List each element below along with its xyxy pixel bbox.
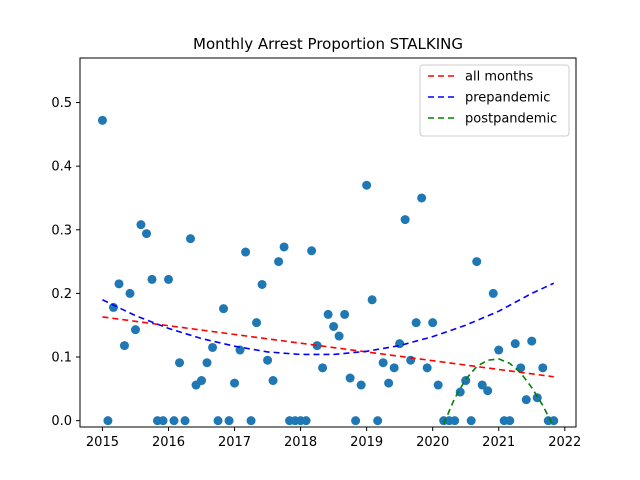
y-tick-label: 0.1 <box>51 351 72 366</box>
data-point <box>114 279 124 289</box>
data-point <box>411 318 421 328</box>
legend-label: all months <box>465 70 534 85</box>
y-tick-label: 0.5 <box>51 96 72 111</box>
plot-frame <box>79 57 577 428</box>
legend-box <box>419 64 570 137</box>
data-point <box>130 325 140 335</box>
data-point <box>527 336 537 346</box>
data-point <box>538 363 548 373</box>
data-point <box>318 363 328 373</box>
data-point <box>378 358 388 368</box>
data-point <box>367 295 377 305</box>
x-tick-label: 2018 <box>284 435 317 450</box>
data-point <box>136 220 146 230</box>
data-point <box>119 341 129 351</box>
data-point <box>389 363 399 373</box>
data-point <box>241 247 251 257</box>
y-tick-label: 0.2 <box>51 287 72 302</box>
data-point <box>422 363 432 373</box>
data-point <box>180 416 190 426</box>
data-point <box>202 358 212 368</box>
y-tick-label: 0.3 <box>51 223 72 238</box>
legend-label: prepandemic <box>465 91 550 106</box>
trend-line-2 <box>442 358 555 427</box>
data-point <box>483 386 493 396</box>
legend-label: postpandemic <box>465 112 557 127</box>
y-axis: 0.0 0.1 0.2 0.3 0.4 0.5 <box>51 96 80 429</box>
data-point <box>510 339 520 349</box>
x-axis: 2015 2016 2017 2018 2019 2020 2021 2022 <box>86 427 581 450</box>
data-point <box>340 309 350 319</box>
x-tick-label: 2019 <box>350 435 383 450</box>
data-point <box>263 355 273 365</box>
data-point <box>197 376 207 386</box>
data-point <box>488 288 498 298</box>
legend: all months prepandemic postpandemic <box>419 64 570 137</box>
data-point <box>505 416 515 426</box>
data-point <box>417 193 427 203</box>
data-point <box>356 380 366 390</box>
data-point <box>224 416 234 426</box>
data-point <box>373 416 383 426</box>
data-point <box>213 416 223 426</box>
data-point <box>142 229 152 239</box>
data-point <box>312 341 322 351</box>
data-point <box>235 345 245 355</box>
data-point <box>175 358 185 368</box>
x-tick-label: 2017 <box>218 435 251 450</box>
data-point <box>252 318 262 328</box>
data-point <box>450 416 460 426</box>
data-point <box>246 416 256 426</box>
data-point <box>455 387 465 397</box>
data-point <box>351 416 361 426</box>
data-point <box>384 378 394 388</box>
data-point <box>185 234 195 244</box>
data-point <box>428 318 438 328</box>
data-point <box>532 393 542 403</box>
data-point <box>521 395 531 405</box>
y-tick-label: 0.0 <box>51 414 72 429</box>
data-point <box>323 309 333 319</box>
x-tick-label: 2022 <box>548 435 581 450</box>
x-tick-label: 2015 <box>86 435 119 450</box>
x-tick-label: 2021 <box>482 435 515 450</box>
data-point <box>345 373 355 383</box>
data-point <box>125 288 135 298</box>
data-point <box>108 302 118 312</box>
data-point <box>274 257 284 267</box>
data-point <box>307 246 317 256</box>
data-point <box>433 380 443 390</box>
data-point <box>164 274 174 284</box>
data-point <box>169 416 179 426</box>
x-tick-label: 2020 <box>416 435 449 450</box>
data-point <box>158 416 168 426</box>
x-tick-label: 2016 <box>152 435 185 450</box>
data-point <box>400 215 410 225</box>
data-point <box>257 279 267 289</box>
chart-title: Monthly Arrest Proportion STALKING <box>193 35 463 53</box>
data-point <box>279 242 289 252</box>
data-point <box>334 331 344 341</box>
trend-line-1 <box>102 282 555 356</box>
data-point <box>97 115 107 125</box>
data-point <box>147 274 157 284</box>
data-point <box>301 416 311 426</box>
data-point <box>103 416 113 426</box>
data-point <box>219 304 229 314</box>
trend-line-0 <box>102 316 554 378</box>
data-point <box>230 378 240 388</box>
data-point <box>466 416 476 426</box>
data-point <box>208 342 218 352</box>
data-point <box>329 321 339 331</box>
data-point <box>268 376 278 386</box>
data-point <box>494 345 504 355</box>
y-tick-label: 0.4 <box>51 160 72 175</box>
data-point <box>477 380 487 390</box>
data-point <box>362 180 372 190</box>
data-point <box>472 257 482 267</box>
